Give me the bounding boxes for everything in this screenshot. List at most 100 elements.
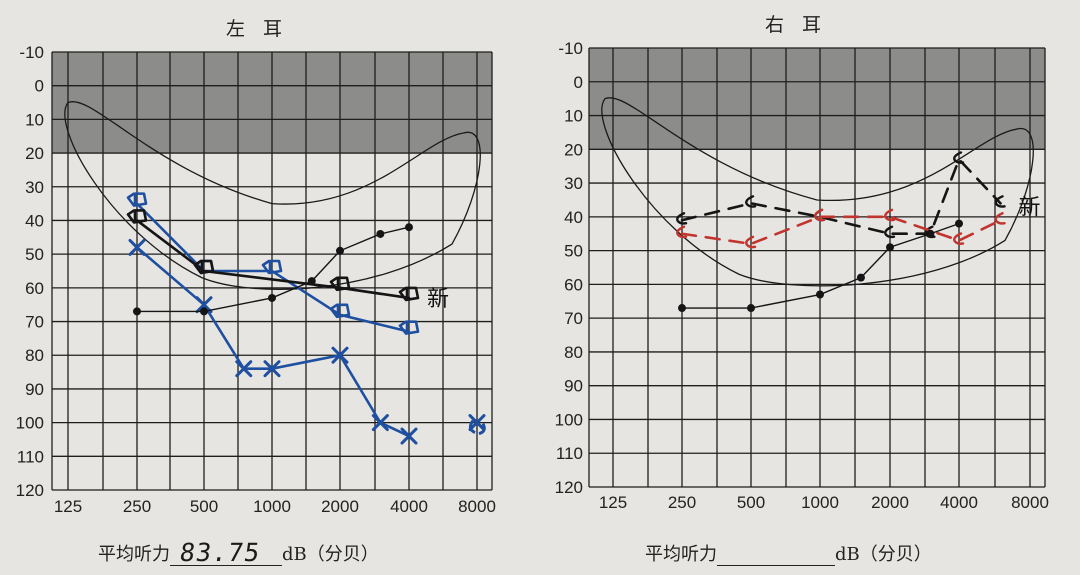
left-avg-unit: dB（分贝） — [282, 544, 379, 565]
data-point-dot — [405, 223, 413, 232]
y-tick-label: 10 — [25, 110, 44, 129]
y-tick-label: -10 — [19, 43, 44, 62]
data-point-dot — [926, 229, 935, 238]
data-point-x — [468, 414, 486, 432]
left-ear-audiogram: -10 0 10 20 30 40 50 60 70 80 90 100 110 120 125 250 500… — [16, 43, 496, 516]
x-tick-label: 125 — [54, 497, 82, 516]
x-tick-label: 2000 — [871, 493, 909, 512]
data-point-box — [126, 192, 148, 207]
x-tick-label: 4000 — [940, 493, 978, 512]
y-tick-label: 0 — [574, 73, 583, 92]
y-tick-label: 60 — [25, 279, 44, 298]
data-point-x — [195, 296, 213, 314]
data-point-dot — [747, 304, 755, 313]
series-x-bracket — [468, 414, 486, 436]
data-point-bracket — [994, 212, 1006, 225]
data-point-x — [235, 360, 253, 378]
data-point-bracket — [953, 151, 965, 164]
y-tick-label: 0 — [35, 77, 44, 96]
data-point-bracket — [676, 225, 688, 239]
x-tick-label: 8000 — [458, 497, 496, 516]
y-tick-label: 110 — [556, 444, 583, 463]
series-box — [126, 209, 420, 302]
left-avg-value: 83.75 — [177, 538, 263, 567]
data-point-bracket — [745, 235, 757, 249]
data-point-bracket — [884, 208, 896, 222]
data-point-dot — [886, 243, 894, 252]
x-tick-label: 4000 — [390, 497, 428, 516]
y-tick-label: 80 — [564, 343, 583, 362]
x-tick-label: 250 — [668, 493, 696, 512]
x-tick-label: 1000 — [253, 497, 291, 516]
right-avg-field[interactable] — [717, 543, 835, 566]
data-point-box — [261, 259, 283, 275]
x-tick-label: 1000 — [801, 493, 839, 512]
left-avg-field[interactable]: 83.75 — [170, 538, 282, 567]
grid — [588, 47, 1046, 488]
data-point-bracket — [745, 195, 757, 208]
x-tick-label: 500 — [190, 497, 218, 516]
data-point-bracket — [994, 195, 1006, 208]
data-point-bracket — [884, 225, 896, 239]
y-tick-label: -10 — [558, 39, 583, 58]
y-tick-label: 110 — [17, 447, 44, 466]
data-point-bracket — [468, 419, 486, 436]
series-line — [135, 246, 411, 438]
y-tick-label: 30 — [564, 174, 583, 193]
y-tick-label: 90 — [25, 380, 44, 399]
y-tick-label: 70 — [25, 313, 44, 332]
speech-banana-outline — [64, 100, 481, 290]
data-point-dot — [133, 307, 141, 316]
data-point-bracket — [953, 232, 965, 245]
y-tick-label: 60 — [564, 275, 583, 294]
data-point-x — [400, 427, 418, 445]
data-point-bracket — [814, 208, 826, 222]
data-point-box — [329, 303, 351, 319]
data-point-dot — [307, 277, 316, 286]
y-tick-label: 20 — [25, 144, 44, 163]
series-dot — [678, 219, 963, 313]
y-tick-label: 50 — [564, 242, 583, 261]
series-x — [128, 238, 418, 445]
series-bracket — [676, 208, 1006, 249]
y-tick-label: 90 — [564, 377, 583, 396]
speech-banana-outline — [601, 97, 1034, 287]
data-point-box — [193, 259, 215, 275]
y-tick-label: 10 — [564, 107, 583, 126]
annotation-new: 新 — [427, 287, 449, 312]
left-average-hearing: 平均听力 83.75 dB（分贝） — [98, 538, 379, 567]
series-line — [680, 157, 1002, 236]
y-tick-label: 30 — [25, 178, 44, 197]
right-ear-audiogram: -10 0 10 20 30 40 50 60 70 80 90 100 110 120 125 250 500… — [555, 39, 1049, 512]
y-tick-label: 50 — [25, 245, 44, 264]
data-point-dot — [336, 246, 344, 255]
data-point-dot — [200, 307, 208, 316]
data-point-dot — [376, 229, 385, 238]
series-line — [680, 215, 1002, 246]
annotation-new: 新 — [1019, 196, 1041, 221]
y-tick-label: 100 — [16, 414, 44, 433]
y-tick-label: 40 — [564, 208, 583, 227]
right-average-hearing: 平均听力 dB（分贝） — [645, 540, 932, 566]
left-avg-label: 平均听力 — [98, 544, 170, 565]
x-tick-label: 500 — [737, 493, 765, 512]
data-point-dot — [856, 273, 865, 282]
series-line — [135, 219, 411, 300]
normal-hearing-band — [589, 48, 1045, 150]
data-point-x — [371, 414, 389, 432]
right-ear-title: 右 耳 — [765, 14, 828, 36]
data-point-dot — [816, 290, 824, 299]
y-tick-label: 40 — [25, 211, 44, 230]
right-avg-label: 平均听力 — [645, 544, 717, 565]
data-point-box — [398, 286, 420, 302]
data-point-box — [329, 276, 351, 292]
left-ear-title: 左 耳 — [226, 18, 289, 40]
series-line — [135, 202, 411, 333]
y-tick-label: 120 — [555, 478, 583, 497]
y-tick-label: 120 — [16, 481, 44, 500]
data-point-dot — [268, 293, 276, 302]
y-tick-label: 20 — [564, 140, 583, 159]
y-tick-label: 70 — [564, 309, 583, 328]
